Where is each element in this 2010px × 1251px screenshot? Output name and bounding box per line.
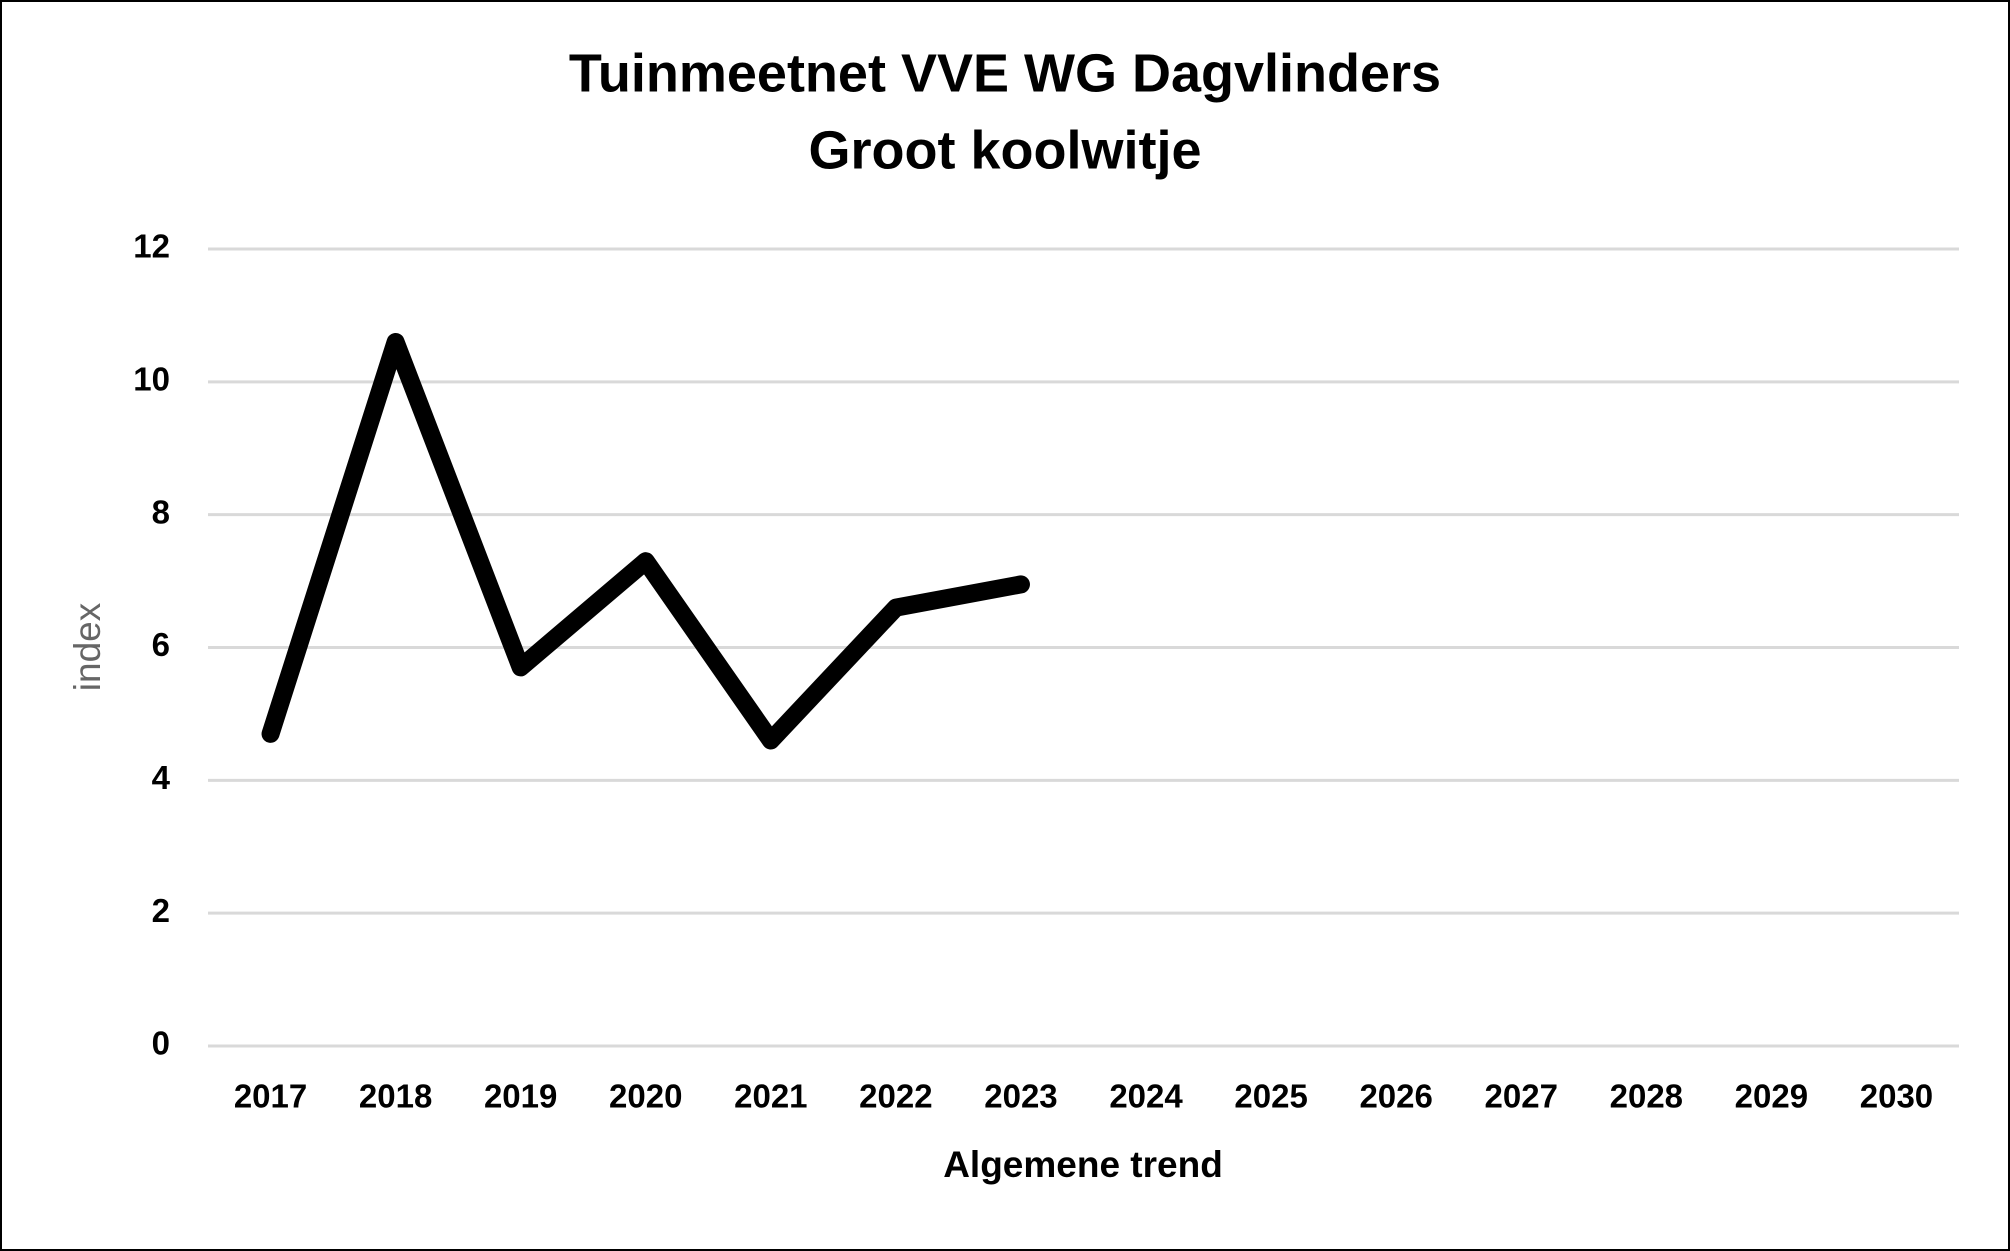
x-tick-label: 2027 xyxy=(1485,1078,1558,1115)
chart-title: Tuinmeetnet VVE WG Dagvlinders xyxy=(569,43,1441,103)
y-tick-label: 2 xyxy=(152,892,170,929)
y-tick-label: 8 xyxy=(152,493,170,530)
x-tick-label: 2029 xyxy=(1735,1078,1808,1115)
x-tick-label: 2017 xyxy=(234,1078,307,1115)
x-tick-label: 2030 xyxy=(1860,1078,1933,1115)
x-tick-label: 2022 xyxy=(859,1078,932,1115)
x-tick-label: 2018 xyxy=(359,1078,432,1115)
x-tick-label: 2028 xyxy=(1610,1078,1683,1115)
x-tick-label: 2020 xyxy=(609,1078,682,1115)
y-tick-label: 10 xyxy=(133,361,170,398)
y-axis-label: index xyxy=(67,602,108,691)
x-tick-label: 2019 xyxy=(484,1078,557,1115)
x-tick-label: 2024 xyxy=(1109,1078,1183,1115)
x-tick-label: 2025 xyxy=(1234,1078,1307,1115)
x-tick-label: 2026 xyxy=(1359,1078,1432,1115)
chart-subtitle: Groot koolwitje xyxy=(808,120,1201,180)
data-line xyxy=(261,332,1030,750)
y-tick-label: 12 xyxy=(133,228,170,265)
x-tick-label: 2021 xyxy=(734,1078,807,1115)
x-tick-label: 2023 xyxy=(984,1078,1057,1115)
y-tick-label: 6 xyxy=(152,626,170,663)
x-axis-label: Algemene trend xyxy=(943,1144,1223,1185)
y-tick-label: 4 xyxy=(152,759,171,796)
y-tick-label: 0 xyxy=(152,1025,170,1062)
